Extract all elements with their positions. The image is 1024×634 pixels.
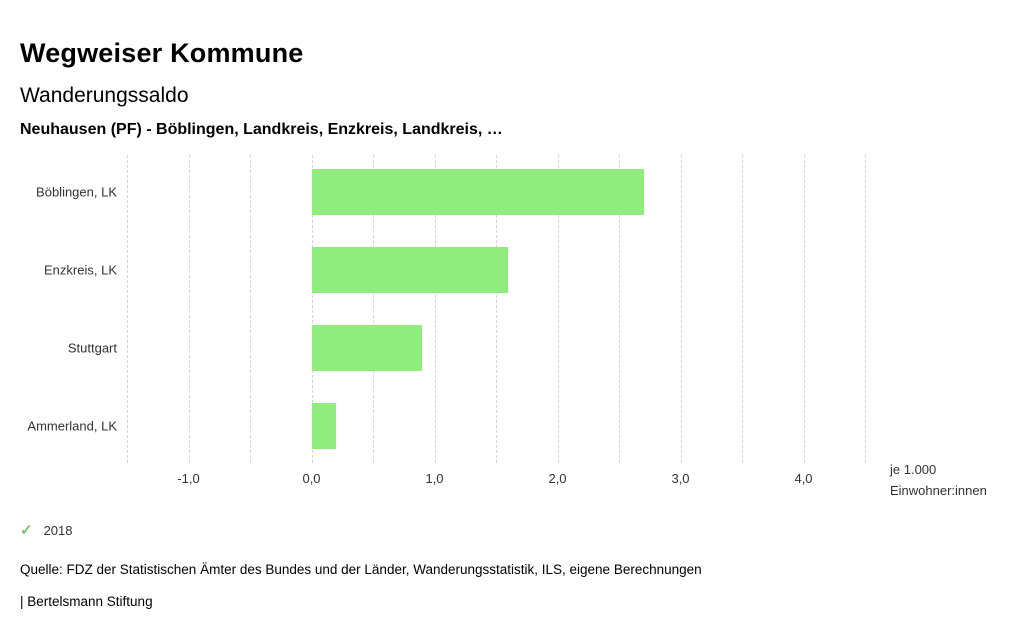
check-icon: ✓ [20, 522, 33, 539]
x-tick-label: 1,0 [425, 471, 444, 486]
gridline [680, 155, 682, 463]
chart-title: Wanderungssaldo [20, 84, 189, 108]
gridline [373, 155, 374, 463]
gridline [434, 155, 436, 463]
gridline [188, 155, 190, 463]
axis-unit-label: je 1.000 Einwohner:innen [890, 459, 987, 501]
category-label-stuttgart: Stuttgart [67, 340, 117, 356]
gridline [865, 155, 866, 463]
branding-text: | Bertelsmann Stiftung [20, 594, 153, 609]
gridline [496, 155, 497, 463]
region-selection: Neuhausen (PF) - Böblingen, Landkreis, E… [20, 121, 503, 138]
category-label-ammerland-lk: Ammerland, LK [27, 418, 117, 434]
axis-unit-line1: je 1.000 [890, 462, 937, 477]
bar-böblingen-lk[interactable] [311, 169, 644, 215]
gridline [803, 155, 805, 463]
gridline [250, 155, 251, 463]
page-title: Wegweiser Kommune [20, 38, 304, 69]
gridline [127, 155, 128, 463]
x-axis: -1,0 0,0 1,0 2,0 3,0 4,0 [127, 471, 865, 489]
category-label-enzkreis-lk: Enzkreis, LK [44, 262, 117, 278]
category-axis: Böblingen, LK Enzkreis, LK Stuttgart Ammerl… [0, 153, 117, 465]
x-tick-label: -1,0 [177, 471, 200, 486]
x-tick-label: 4,0 [794, 471, 813, 486]
x-tick-label: 3,0 [671, 471, 690, 486]
x-tick-label: 0,0 [302, 471, 321, 486]
axis-unit-line2: Einwohner:innen [890, 483, 987, 498]
gridline [742, 155, 743, 463]
gridline [557, 155, 559, 463]
bar-enzkreis-lk[interactable] [311, 247, 509, 293]
legend-year-label: 2018 [43, 523, 73, 538]
source-text: Quelle: FDZ der Statistischen Ämter des … [20, 562, 702, 577]
gridline [311, 155, 313, 463]
bar-ammerland-lk[interactable] [311, 403, 337, 449]
plot-area [127, 153, 866, 465]
category-label-böblingen-lk: Böblingen, LK [36, 184, 117, 200]
legend-item-2018[interactable]: ✓ 2018 [20, 523, 73, 538]
x-tick-label: 2,0 [548, 471, 567, 486]
gridline [619, 155, 620, 463]
bar-stuttgart[interactable] [311, 325, 423, 371]
